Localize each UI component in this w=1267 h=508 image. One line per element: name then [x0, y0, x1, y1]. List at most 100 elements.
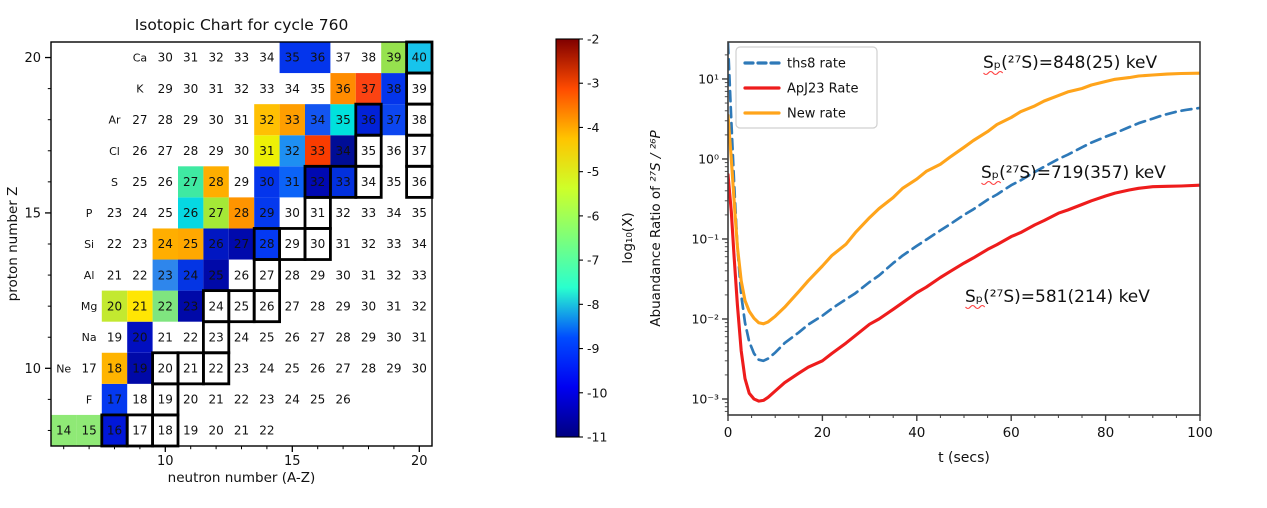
- cell-mass-number: 17: [132, 424, 147, 438]
- squiggle-underline: [983, 70, 1004, 76]
- cell-mass-number: 32: [335, 206, 350, 220]
- cell-mass-number: 27: [285, 299, 300, 313]
- y-axis-tick-label: 10¹: [698, 71, 719, 86]
- stable-isotope-box: [405, 40, 434, 75]
- cell-mass-number: 24: [285, 393, 300, 407]
- cell-mass-number: 33: [335, 175, 350, 189]
- isotope-cell: [254, 104, 280, 136]
- cell-mass-number: 37: [361, 82, 376, 96]
- legend-item-label: ths8 rate: [787, 57, 846, 72]
- cell-mass-number: 33: [386, 237, 401, 251]
- isotope-cell: [279, 166, 305, 198]
- cell-mass-number: 22: [132, 268, 147, 282]
- legend-item-label: ApJ23 Rate: [787, 82, 858, 97]
- cell-mass-number: 28: [285, 268, 300, 282]
- isotope-cell: [330, 166, 356, 198]
- curve-new-rate: [728, 71, 1200, 326]
- isotope-cell: [279, 104, 305, 136]
- colorbar-tick-label: -7: [587, 253, 599, 268]
- cell-mass-number: 17: [81, 362, 96, 376]
- cell-mass-number: 22: [183, 330, 198, 344]
- cell-mass-number: 26: [132, 144, 147, 158]
- isotope-cell: [178, 290, 204, 322]
- cell-mass-number: 25: [310, 393, 325, 407]
- cell-mass-number: 26: [158, 175, 173, 189]
- stable-isotope-box: [354, 102, 383, 137]
- cell-mass-number: 34: [285, 82, 300, 96]
- cell-mass-number: 32: [234, 82, 249, 96]
- colorbar: [555, 38, 580, 438]
- cell-mass-number: 29: [183, 113, 198, 127]
- cell-mass-number: 18: [107, 362, 122, 376]
- element-label: Ne: [56, 362, 71, 375]
- y-axis-label: proton number Z: [5, 187, 21, 302]
- isotope-cell: [381, 73, 407, 105]
- colorbar-tick-label: -9: [587, 341, 600, 356]
- cell-mass-number: 34: [361, 175, 376, 189]
- isotope-cell: [305, 166, 331, 198]
- cell-mass-number: 25: [234, 299, 249, 313]
- isotope-cell: [406, 42, 432, 74]
- isotope-cell: [51, 414, 77, 446]
- cell-mass-number: 26: [183, 206, 198, 220]
- isotope-cell: [203, 197, 229, 229]
- curve-apj23-rate: [728, 172, 1200, 403]
- isotope-cell: [178, 228, 204, 260]
- isotope-cell: [178, 259, 204, 291]
- cell-mass-number: 28: [335, 330, 350, 344]
- cell-mass-number: 35: [285, 51, 300, 65]
- element-label: Cl: [109, 145, 120, 158]
- element-label: F: [86, 393, 92, 406]
- squiggle-underline: [965, 304, 986, 310]
- legend-item-label: New rate: [787, 107, 846, 122]
- cell-mass-number: 20: [183, 393, 198, 407]
- x-axis-tick-label: 10: [157, 454, 174, 469]
- isotopic-chart: 14 15 16 17 18 19 20 21 22 17 18 19 20 21 22 23 24 25 26 F 1…: [5, 16, 636, 486]
- cell-mass-number: 24: [208, 299, 223, 313]
- cell-mass-number: 40: [412, 51, 427, 65]
- isotope-cell: [228, 197, 255, 229]
- isotope-cell: [203, 166, 229, 198]
- isotope-cell: [330, 73, 356, 105]
- colorbar-tick-label: -2: [587, 32, 599, 47]
- cell-mass-number: 33: [412, 268, 427, 282]
- cell-mass-number: 24: [158, 237, 173, 251]
- cell-mass-number: 33: [310, 144, 325, 158]
- cell-mass-number: 20: [132, 330, 147, 344]
- cell-mass-number: 28: [158, 113, 173, 127]
- cell-mass-number: 21: [158, 330, 173, 344]
- cell-mass-number: 23: [132, 237, 147, 251]
- isotope-cell: [101, 414, 128, 446]
- cell-mass-number: 35: [412, 206, 427, 220]
- cell-mass-number: 23: [259, 393, 274, 407]
- cell-mass-number: 20: [158, 362, 173, 376]
- element-label: Na: [82, 331, 97, 344]
- cell-mass-number: 28: [259, 237, 274, 251]
- cell-mass-number: 15: [81, 424, 96, 438]
- cell-mass-number: 35: [361, 144, 376, 158]
- cell-mass-number: 36: [412, 175, 427, 189]
- x-axis-tick-label: 0: [724, 425, 733, 441]
- cell-mass-number: 33: [259, 82, 274, 96]
- cell-mass-number: 33: [234, 51, 249, 65]
- cell-mass-number: 27: [310, 330, 325, 344]
- cell-mass-number: 34: [412, 237, 427, 251]
- isotope-cell: [152, 259, 178, 291]
- cell-mass-number: 31: [335, 237, 350, 251]
- legend: ths8 rate ApJ23 Rate New rate: [735, 46, 878, 129]
- cell-mass-number: 32: [208, 51, 223, 65]
- isotope-cell: [305, 135, 331, 167]
- annotation: Sₚ(²⁷S)=581(214) keV: [965, 287, 1150, 307]
- cell-mass-number: 38: [386, 82, 401, 96]
- x-axis-tick-label: 80: [1097, 425, 1114, 441]
- y-axis-tick-label: 10: [24, 362, 41, 377]
- cell-mass-number: 32: [285, 144, 300, 158]
- cell-mass-number: 30: [208, 113, 223, 127]
- cell-mass-number: 34: [335, 144, 350, 158]
- cell-mass-number: 27: [158, 144, 173, 158]
- cell-mass-number: 36: [335, 82, 350, 96]
- cell-mass-number: 18: [132, 393, 147, 407]
- element-label: S: [111, 176, 118, 189]
- cell-mass-number: 26: [335, 393, 350, 407]
- x-axis-tick-label: 60: [1003, 425, 1020, 441]
